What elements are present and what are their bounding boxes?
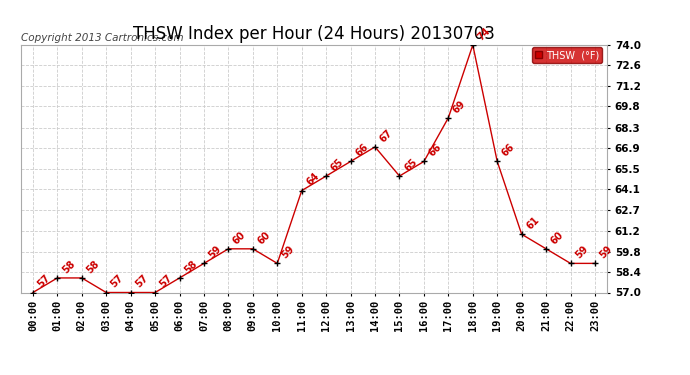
Text: 59: 59 bbox=[207, 244, 224, 261]
Text: 66: 66 bbox=[353, 142, 370, 159]
Text: 60: 60 bbox=[231, 230, 248, 246]
Text: 58: 58 bbox=[60, 258, 77, 275]
Title: THSW Index per Hour (24 Hours) 20130703: THSW Index per Hour (24 Hours) 20130703 bbox=[133, 26, 495, 44]
Text: 66: 66 bbox=[426, 142, 443, 159]
Text: 58: 58 bbox=[182, 258, 199, 275]
Text: 59: 59 bbox=[598, 244, 614, 261]
Legend: THSW  (°F): THSW (°F) bbox=[531, 47, 602, 63]
Text: 60: 60 bbox=[549, 230, 566, 246]
Text: 64: 64 bbox=[304, 171, 321, 188]
Text: 67: 67 bbox=[378, 128, 395, 144]
Text: 59: 59 bbox=[573, 244, 590, 261]
Text: 65: 65 bbox=[402, 157, 419, 173]
Text: 57: 57 bbox=[36, 273, 52, 290]
Text: 57: 57 bbox=[158, 273, 175, 290]
Text: 57: 57 bbox=[109, 273, 126, 290]
Text: 74: 74 bbox=[475, 26, 492, 42]
Text: 59: 59 bbox=[280, 244, 297, 261]
Text: 60: 60 bbox=[255, 230, 273, 246]
Text: Copyright 2013 Cartronics.com: Copyright 2013 Cartronics.com bbox=[21, 33, 184, 42]
Text: 65: 65 bbox=[329, 157, 346, 173]
Text: 69: 69 bbox=[451, 98, 468, 115]
Text: 58: 58 bbox=[85, 258, 101, 275]
Text: 61: 61 bbox=[524, 215, 541, 231]
Text: 66: 66 bbox=[500, 142, 517, 159]
Text: 57: 57 bbox=[133, 273, 150, 290]
